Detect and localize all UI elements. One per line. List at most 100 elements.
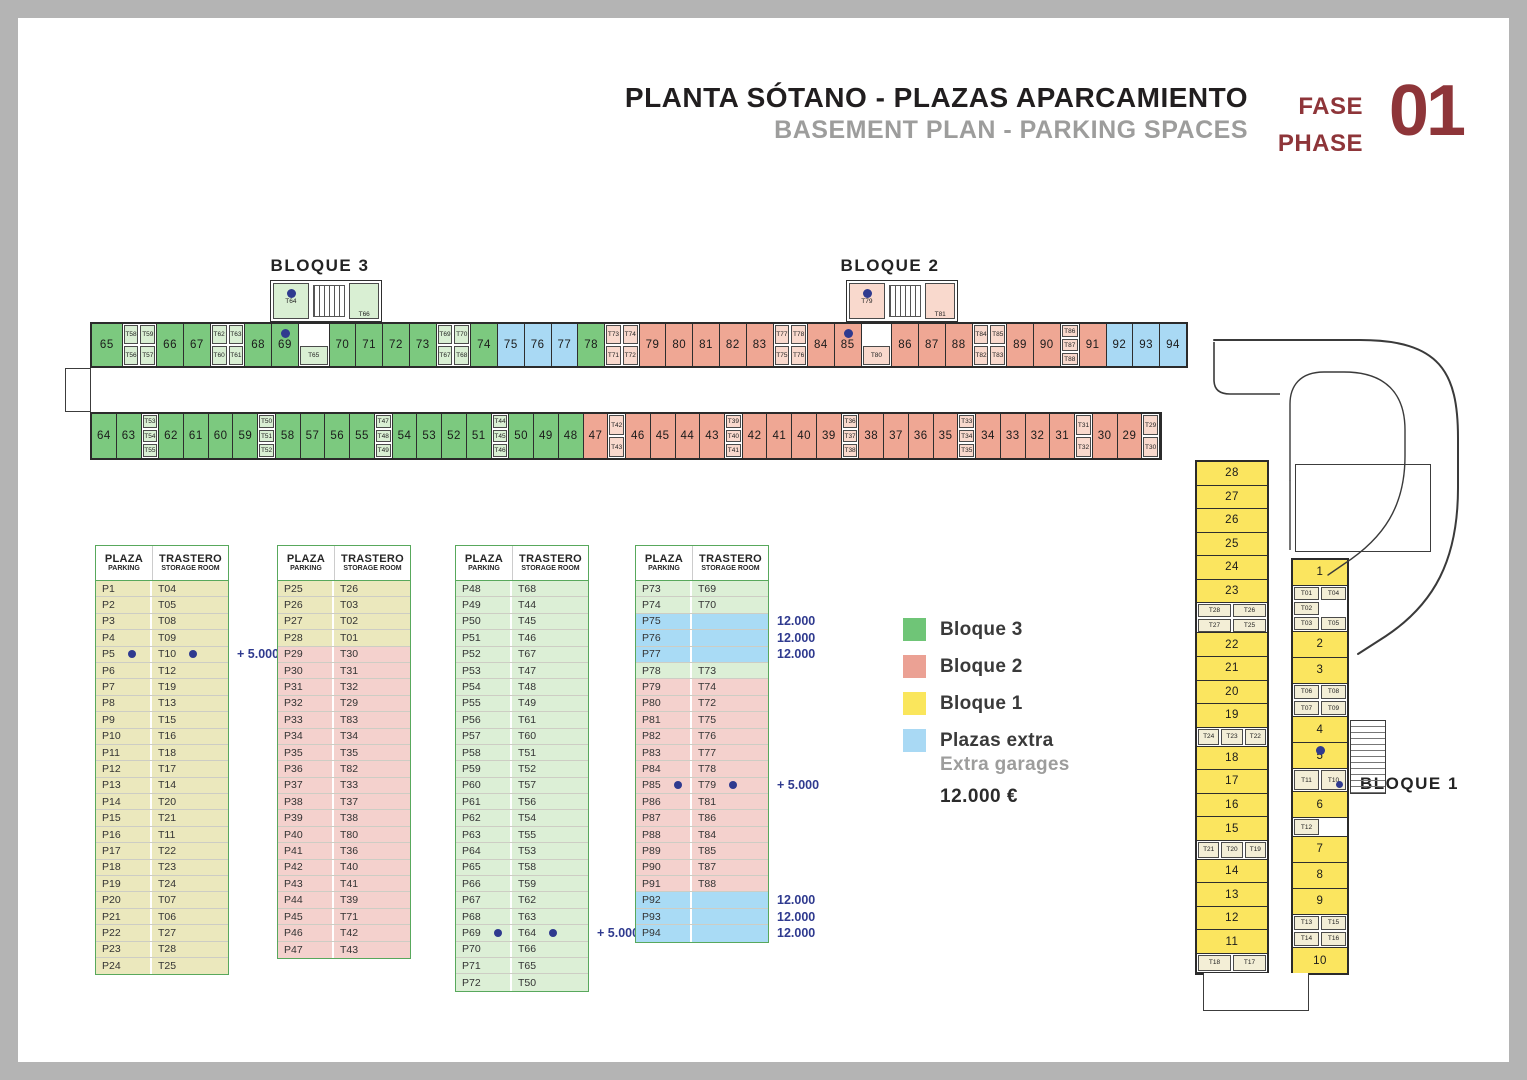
trastero-cell: T19 (152, 679, 228, 695)
storage-cell-T36: T36 (842, 415, 858, 428)
plaza-cell: P24 (96, 957, 152, 975)
parking-stall-79: 79 (639, 324, 667, 366)
parking-stall-48: 48 (558, 414, 584, 458)
parking-stall-49: 49 (534, 414, 559, 458)
storage-cell-T88: T88 (1061, 353, 1078, 365)
legend-label: Bloque 1 (940, 692, 1023, 714)
parking-stall-78: 78 (578, 324, 606, 366)
sheet-page: PLANTA SÓTANO - PLAZAS APARCAMIENTO BASE… (18, 18, 1509, 1062)
plaza-cell: P6 (96, 662, 152, 679)
table-row-P36: P36 T82 (278, 761, 410, 778)
parking-stall-77: 77 (551, 324, 579, 366)
parking-stall-12: 12 (1197, 906, 1267, 931)
selection-dot (286, 289, 296, 298)
plaza-cell: P67 (456, 892, 512, 908)
parking-stall-10: 10 (1293, 948, 1347, 973)
trastero-cell: T01 (334, 630, 410, 646)
storage-cluster: T69 T70 T67 T68 (436, 324, 472, 366)
storage-cluster: T01 T04 T02 T03 T05 (1293, 585, 1347, 632)
trastero-cell: T18 (152, 744, 228, 761)
storage-cell-T63: T63 (228, 325, 244, 344)
parking-stall-71: 71 (356, 324, 384, 366)
storage-cell-T45: T45 (492, 429, 508, 443)
price-note: 12.000 (777, 893, 816, 908)
table-row-P84: P84 T78 (636, 761, 768, 778)
trastero-cell: T06 (152, 908, 228, 925)
table-row-P24: P24 T25 (96, 957, 228, 975)
plaza-cell: P9 (96, 712, 152, 728)
table-row-P15: P15 T21 (96, 810, 228, 827)
plan-rooms-outline (1295, 464, 1431, 552)
plaza-cell: P59 (456, 761, 512, 777)
plaza-cell: P51 (456, 630, 512, 646)
storage-cluster: T36 T37 T38 (841, 414, 860, 458)
selection-dot (189, 650, 198, 659)
parking-stall-59: 59 (233, 414, 259, 458)
plaza-cell: P71 (456, 957, 512, 974)
parking-stall-53: 53 (417, 414, 443, 458)
storage-cluster: T29 T30 (1142, 414, 1160, 458)
table-row-P68: P68 T63 (456, 908, 588, 926)
trastero-cell: T04 (152, 581, 228, 597)
parking-stall-20: 20 (1197, 680, 1267, 705)
trastero-cell: T11 (152, 826, 228, 843)
table-row-P61: P61 T56 (456, 794, 588, 811)
parking-stall-57: 57 (300, 414, 326, 458)
storage-cell-T38: T38 (842, 444, 858, 458)
parking-stall-42: 42 (742, 414, 768, 458)
table-row-P28: P28 T01 (278, 630, 410, 647)
trastero-cell: T37 (334, 794, 410, 810)
parking-stall-32: 32 (1025, 414, 1051, 458)
price-note: 12.000 (777, 630, 816, 645)
storage-cell-T26: T26 (1233, 604, 1266, 617)
title-block: PLANTA SÓTANO - PLAZAS APARCAMIENTO BASE… (625, 80, 1248, 146)
plaza-cell: P1 (96, 581, 152, 597)
plaza-cell: P20 (96, 892, 152, 908)
parking-stall-73: 73 (409, 324, 437, 366)
plaza-cell: P41 (278, 843, 334, 859)
table-row-P71: P71 T65 (456, 957, 588, 975)
bloque3-label: BLOQUE 3 (270, 256, 370, 275)
trastero-cell: T70 (692, 597, 768, 613)
trastero-cell: T24 (152, 876, 228, 892)
storage-cell-T64: T64 (273, 283, 309, 319)
parking-stall-64: 64 (92, 414, 117, 458)
storage-cell-T65: T65 (299, 345, 328, 365)
parking-stall-19: 19 (1197, 704, 1267, 728)
storage-cell-T51: T51 (259, 429, 274, 443)
storage-cluster: T21 T20 T19 (1197, 840, 1267, 860)
trastero-cell: T66 (512, 941, 588, 957)
plaza-cell: P69 (456, 925, 512, 941)
table-row-P66: P66 T59 (456, 876, 588, 893)
table-row-P21: P21 T06 (96, 908, 228, 926)
plaza-cell: P82 (636, 728, 692, 744)
storage-cell-T19: T19 (1244, 841, 1266, 858)
parking-stall-54: 54 (392, 414, 418, 458)
storage-cell-T14: T14 (1294, 931, 1319, 947)
trastero-cell: T88 (692, 876, 768, 892)
table-row-P93: P93 12.000 (636, 908, 815, 926)
table-row-P37: P37 T33 (278, 777, 410, 795)
extra-color-swatch (903, 729, 926, 752)
parking-stall-21: 21 (1197, 657, 1267, 681)
plaza-cell: P40 (278, 826, 334, 843)
plaza-cell: P37 (278, 777, 334, 794)
plaza-cell: P39 (278, 810, 334, 826)
price-note: 12.000 (777, 909, 816, 924)
trastero-cell: T71 (334, 908, 410, 925)
selection-dot (127, 650, 136, 659)
plaza-column-header: PLAZA PARKING (636, 546, 693, 580)
legend: Bloque 3 Bloque 2 Bloque 1 Plazas extra … (903, 618, 1070, 808)
table-row-P90: P90 T87 (636, 859, 768, 877)
storage-cluster: T53 T54 T55 (141, 414, 160, 458)
table-row-P2: P2 T05 (96, 597, 228, 614)
storage-cell-T22: T22 (1244, 728, 1266, 745)
plaza-cell: P35 (278, 744, 334, 761)
plaza-cell: P90 (636, 859, 692, 876)
plaza-cell: P87 (636, 810, 692, 826)
table-row-P83: P83 T77 (636, 744, 768, 762)
parking-stall-11: 11 (1197, 930, 1267, 954)
plaza-cell: P65 (456, 859, 512, 876)
trastero-cell: T30 (334, 646, 410, 662)
trastero-cell: T27 (152, 925, 228, 941)
